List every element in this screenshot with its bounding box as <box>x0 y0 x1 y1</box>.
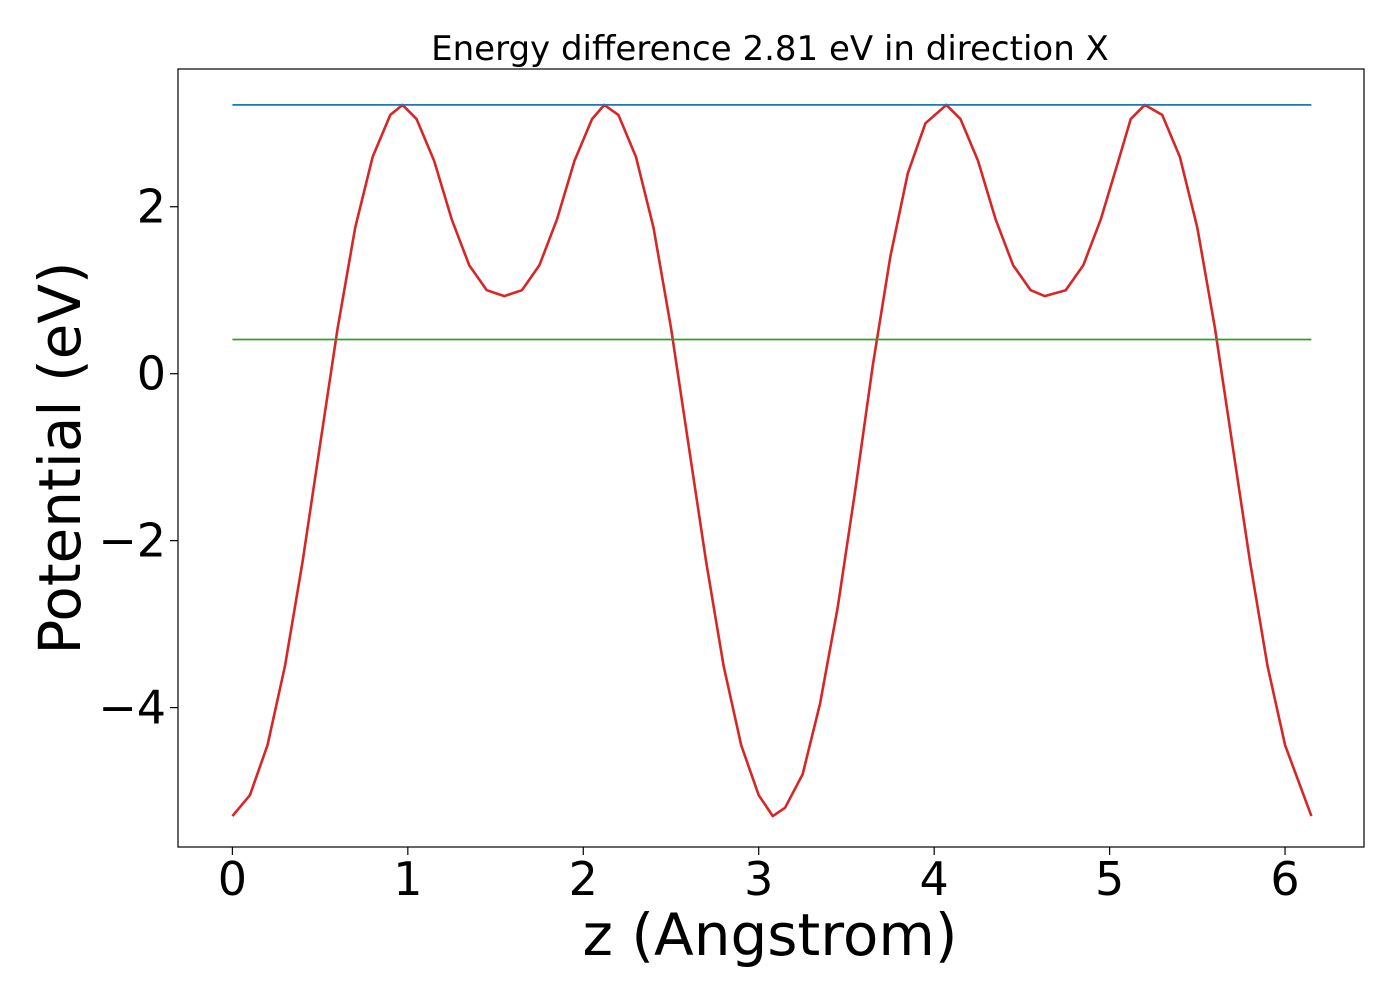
chart-title: Energy difference 2.81 eV in direction X <box>431 29 1109 69</box>
series-layer <box>231 103 1313 818</box>
y-axis-label: Potential (eV) <box>26 261 94 654</box>
y-axis-ticks: 2 0 −2 −4 <box>98 180 178 735</box>
x-tick-label: 4 <box>920 852 949 906</box>
y-tick-label: 2 <box>137 180 166 234</box>
series-line-0 <box>231 103 1313 818</box>
y-tick-label: 0 <box>137 347 166 401</box>
x-tick-label: 6 <box>1270 852 1299 906</box>
x-axis-label: z (Angstrom) <box>583 901 958 969</box>
y-tick-label: −4 <box>98 681 166 735</box>
y-tick-label: −2 <box>98 514 166 568</box>
x-tick-label: 2 <box>569 852 598 906</box>
x-tick-label: 0 <box>218 852 247 906</box>
x-axis-ticks: 0 1 2 3 4 5 6 <box>218 847 1300 906</box>
x-tick-label: 5 <box>1095 852 1124 906</box>
x-tick-label: 3 <box>744 852 773 906</box>
plot-frame <box>177 68 1365 848</box>
x-tick-label: 1 <box>393 852 422 906</box>
